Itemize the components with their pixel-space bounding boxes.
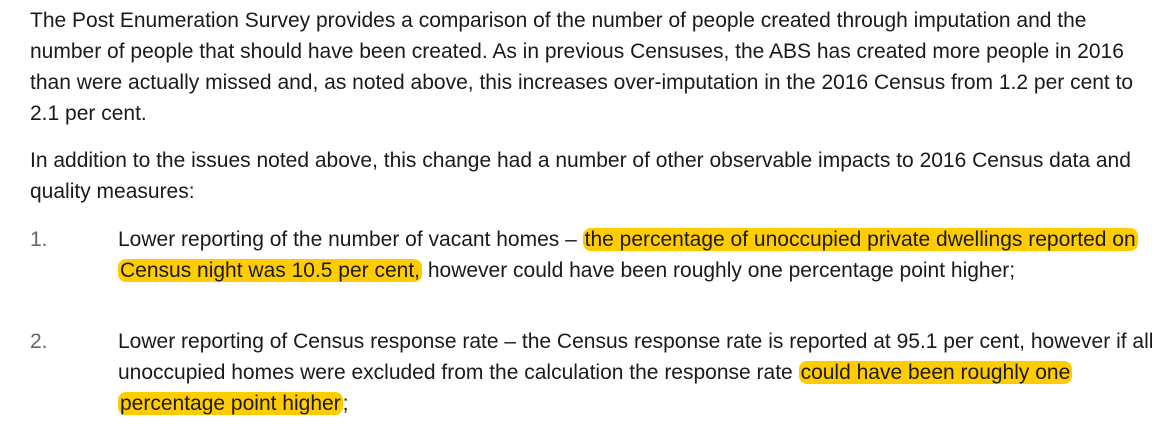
list-number: 2. (30, 330, 48, 353)
list-text-before: Lower reporting of Census response rate … (118, 330, 1154, 384)
list-text-before: Lower reporting of the number of vacant … (118, 228, 583, 251)
intro-paragraph: The Post Enumeration Survey provides a c… (30, 9, 1134, 125)
list-number: 1. (30, 228, 48, 251)
list-text-after: however could have been roughly one perc… (422, 259, 1016, 282)
impacts-paragraph: In addition to the issues noted above, t… (30, 149, 1131, 203)
list-item-text: Lower reporting of the number of vacant … (118, 224, 1168, 286)
list-text-after: ; (342, 392, 349, 415)
list-item-text: Lower reporting of Census response rate … (118, 326, 1168, 419)
